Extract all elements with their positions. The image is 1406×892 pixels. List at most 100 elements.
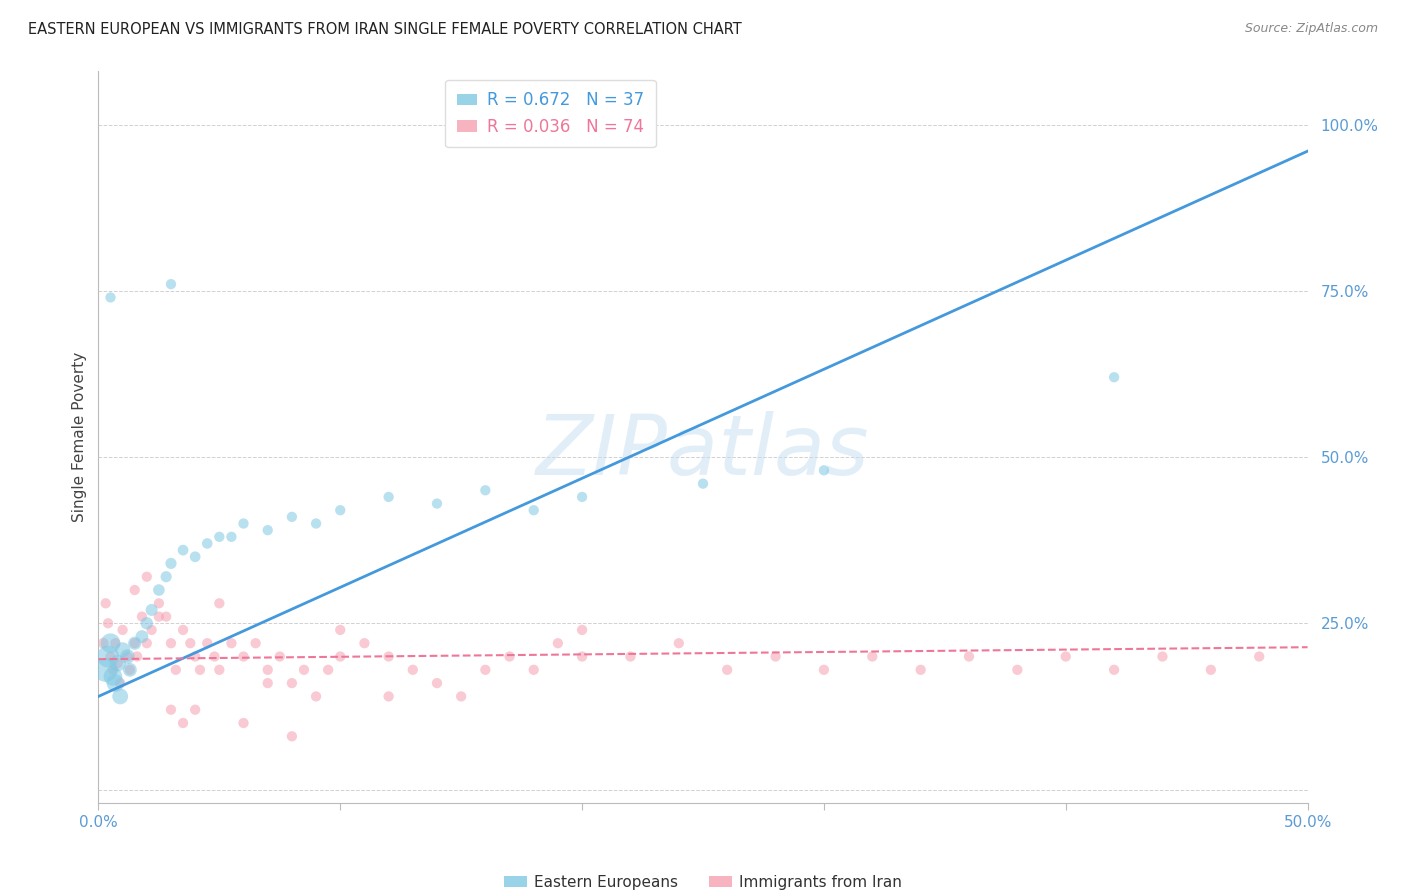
Point [523, 663, 546, 677]
Point [765, 649, 787, 664]
Point [172, 623, 194, 637]
Point [329, 623, 352, 637]
Point [100, 290, 122, 304]
Point [108, 690, 131, 704]
Point [97, 649, 120, 664]
Point [124, 582, 146, 597]
Point [256, 676, 278, 690]
Point [100, 636, 122, 650]
Point [232, 516, 254, 531]
Text: EASTERN EUROPEAN VS IMMIGRANTS FROM IRAN SINGLE FEMALE POVERTY CORRELATION CHART: EASTERN EUROPEAN VS IMMIGRANTS FROM IRAN… [28, 22, 742, 37]
Point [124, 636, 146, 650]
Point [910, 663, 932, 677]
Point [195, 536, 218, 550]
Point [860, 649, 883, 664]
Point [232, 649, 254, 664]
Point [135, 616, 157, 631]
Point [135, 636, 157, 650]
Point [813, 663, 835, 677]
Point [221, 530, 243, 544]
Point [127, 649, 149, 664]
Point [208, 663, 231, 677]
Point [111, 643, 134, 657]
Point [426, 676, 449, 690]
Point [426, 497, 449, 511]
Point [160, 557, 183, 571]
Point [184, 549, 207, 564]
Point [281, 509, 304, 524]
Point [377, 490, 399, 504]
Point [208, 530, 231, 544]
Point [104, 676, 127, 690]
Point [957, 649, 980, 664]
Point [316, 663, 339, 677]
Text: ZIPatlas: ZIPatlas [536, 411, 870, 492]
Point [131, 630, 153, 644]
Point [1007, 663, 1029, 677]
Point [281, 676, 304, 690]
Point [160, 277, 183, 292]
Point [204, 649, 226, 664]
Point [111, 623, 134, 637]
Point [474, 663, 496, 677]
Point [155, 609, 177, 624]
Point [1199, 663, 1222, 677]
Point [292, 663, 315, 677]
Point [117, 649, 139, 664]
Point [91, 636, 114, 650]
Point [101, 663, 124, 677]
Point [256, 523, 278, 537]
Point [124, 636, 146, 650]
Point [188, 663, 211, 677]
Point [100, 649, 122, 664]
Point [353, 636, 375, 650]
Point [195, 636, 218, 650]
Point [135, 570, 157, 584]
Point [498, 649, 520, 664]
Point [232, 716, 254, 731]
Point [450, 690, 472, 704]
Point [118, 663, 141, 677]
Point [692, 476, 714, 491]
Point [813, 463, 835, 477]
Point [108, 676, 131, 690]
Point [94, 663, 117, 677]
Point [184, 649, 207, 664]
Point [571, 649, 593, 664]
Point [172, 716, 194, 731]
Point [329, 503, 352, 517]
Point [141, 623, 163, 637]
Point [208, 596, 231, 610]
Point [160, 703, 183, 717]
Y-axis label: Single Female Poverty: Single Female Poverty [72, 352, 87, 522]
Point [377, 690, 399, 704]
Point [148, 596, 170, 610]
Point [97, 616, 120, 631]
Point [269, 649, 291, 664]
Point [402, 663, 425, 677]
Point [281, 729, 304, 743]
Point [571, 623, 593, 637]
Point [245, 636, 267, 650]
Point [221, 636, 243, 650]
Point [305, 516, 328, 531]
Point [172, 543, 194, 558]
Point [184, 703, 207, 717]
Point [1249, 649, 1271, 664]
Point [107, 656, 129, 670]
Legend: Eastern Europeans, Immigrants from Iran: Eastern Europeans, Immigrants from Iran [498, 869, 908, 892]
Point [1102, 663, 1125, 677]
Point [165, 663, 187, 677]
Point [619, 649, 641, 664]
Point [547, 636, 569, 650]
Point [305, 690, 328, 704]
Point [160, 636, 183, 650]
Point [1054, 649, 1077, 664]
Point [716, 663, 738, 677]
Point [131, 609, 153, 624]
Point [94, 596, 117, 610]
Point [101, 669, 124, 683]
Point [571, 490, 593, 504]
Point [148, 609, 170, 624]
Point [155, 570, 177, 584]
